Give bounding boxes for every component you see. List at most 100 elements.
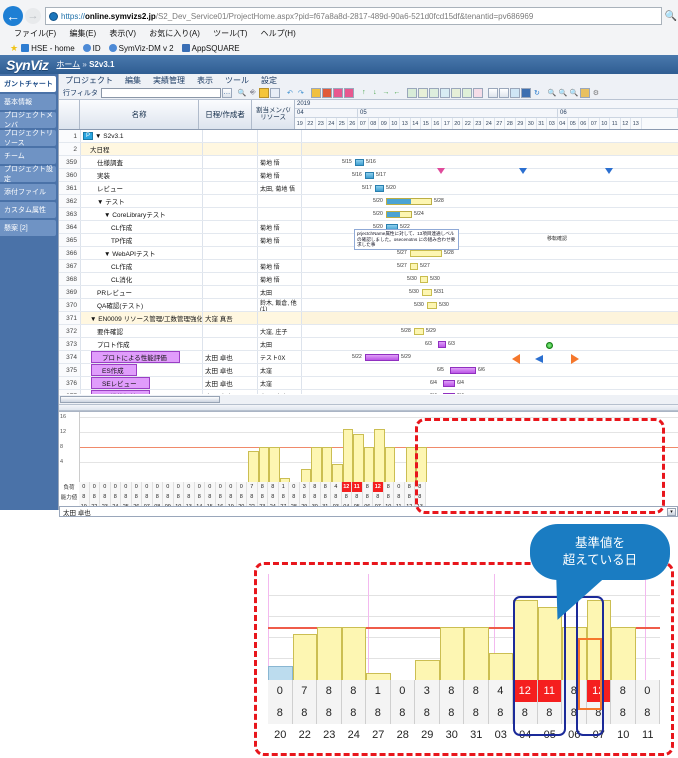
bar[interactable] <box>341 627 366 680</box>
bar[interactable] <box>353 434 364 482</box>
bar[interactable] <box>464 627 489 680</box>
table-row[interactable]: 376 SEレビュー 太田 卓也 太窪 6/4 6/4 <box>59 377 678 390</box>
bar[interactable] <box>366 673 391 680</box>
sidebar-item-3[interactable]: プロジェクトリソース <box>0 130 56 147</box>
bar[interactable] <box>374 429 385 482</box>
gantt-cell[interactable]: 5/30 5/31 <box>302 286 678 298</box>
bar[interactable] <box>488 653 513 680</box>
row-name[interactable]: 仕様調査 <box>81 156 203 168</box>
col-header-date[interactable]: 日程/作成者 <box>198 100 253 129</box>
bar[interactable] <box>342 429 353 482</box>
calendar-day-icon[interactable] <box>487 87 498 98</box>
row-name[interactable]: CL作成 <box>81 260 203 272</box>
row-filter-input[interactable] <box>100 87 221 98</box>
table-row[interactable]: 361 レビュー 太田, 菊地 悟 5/17 5/20 <box>59 182 678 195</box>
gantt-cell[interactable]: 5/28 5/29 <box>302 325 678 337</box>
gantt-cell[interactable] <box>302 130 678 142</box>
sidebar-item-6[interactable]: 添付ファイル <box>0 184 56 200</box>
bookmark-hse-home[interactable]: HSE - home <box>21 44 75 53</box>
cursor-icon[interactable]: ⎆ <box>250 88 256 96</box>
gantt-cell[interactable]: 5/22 5/29 <box>302 351 678 363</box>
gantt-cell[interactable]: 5/27 5/27 <box>302 260 678 272</box>
lock-icon[interactable] <box>258 87 269 98</box>
gantt-bar[interactable] <box>355 159 364 166</box>
app-menu-view[interactable]: 表示 <box>197 75 213 85</box>
gantt-cell[interactable]: 5/30 5/30 <box>302 273 678 285</box>
menu-file[interactable]: ファイル(F) <box>14 29 57 38</box>
gantt-cell[interactable]: 6/4 6/4 <box>302 377 678 389</box>
search-icon[interactable]: 🔍 <box>664 10 678 22</box>
gantt-bar[interactable] <box>438 341 446 348</box>
gantt-cell[interactable]: 5/30 5/30 <box>302 299 678 311</box>
gantt-bar[interactable] <box>427 302 437 309</box>
milestone-icon[interactable] <box>428 87 439 98</box>
milestone-marker-icon[interactable] <box>546 342 553 349</box>
grid-settings-icon[interactable] <box>579 87 590 98</box>
row-name[interactable]: ES作成 <box>81 364 203 376</box>
forward-icon[interactable]: → <box>25 8 41 24</box>
bar[interactable] <box>279 478 290 482</box>
gantt-bar[interactable] <box>365 354 399 361</box>
calendar-month-icon[interactable] <box>509 87 520 98</box>
table-row[interactable]: 362 ▼ テスト 5/20 5/28 <box>59 195 678 208</box>
bar[interactable] <box>292 634 317 680</box>
table-row[interactable]: 377 AP機能設計 太田 卓也太田, 大窪 6/4 6/4 <box>59 390 678 394</box>
splitter[interactable] <box>59 404 678 411</box>
table-row[interactable]: 369 PRレビュー 太田 5/30 5/31 <box>59 286 678 299</box>
gantt-cell[interactable] <box>302 312 678 324</box>
row-name[interactable]: ▼ EN0009 リソース管理/工数管理強化(リソースグラフ実績表示) <box>81 312 203 324</box>
gantt-bar[interactable] <box>375 185 384 192</box>
menu-help[interactable]: ヘルプ(H) <box>260 29 296 38</box>
gantt-bar[interactable] <box>414 328 424 335</box>
table-row[interactable]: 2 大日程 <box>59 143 678 156</box>
gantt-cell[interactable]: 5/16 5/17 <box>302 169 678 181</box>
sidebar-item-1[interactable]: 基本情報 <box>0 94 56 110</box>
move-up-icon[interactable]: ↑ <box>362 89 366 96</box>
bar[interactable] <box>439 627 464 680</box>
gantt-cell[interactable]: 6/4 6/4 <box>302 390 678 394</box>
outdent-icon[interactable] <box>343 87 354 98</box>
bar[interactable] <box>248 451 259 482</box>
menu-view[interactable]: 表示(V) <box>109 29 137 38</box>
row-name[interactable]: ▼ CoreLibraryテスト <box>81 208 203 220</box>
gantt-cell[interactable]: 5/17 5/20 <box>302 182 678 194</box>
expand-all-icon[interactable] <box>310 87 321 98</box>
menu-favorites[interactable]: お気に入り(A) <box>149 29 200 38</box>
refresh-icon[interactable]: ↻ <box>533 89 540 97</box>
bookmark-symviz-dm[interactable]: SymViz-DM v 2 <box>108 44 174 53</box>
gear-icon[interactable]: ⚙ <box>592 89 600 97</box>
bar[interactable] <box>586 600 611 680</box>
indent-icon[interactable] <box>332 87 343 98</box>
bar[interactable] <box>321 447 332 482</box>
sidebar-item-5[interactable]: プロジェクト設定 <box>0 166 56 183</box>
bar[interactable] <box>269 447 280 482</box>
add-task-icon[interactable] <box>406 87 417 98</box>
table-row[interactable]: 359 仕様調査 菊地 悟 5/15 5/16 <box>59 156 678 169</box>
sidebar-item-8[interactable]: 懸案 [2] <box>0 220 56 236</box>
sidebar-item-4[interactable]: チーム <box>0 148 56 164</box>
zoom-in-icon[interactable]: 🔍 <box>547 89 557 97</box>
row-name[interactable]: レビュー <box>81 182 203 194</box>
table-row[interactable]: 373 プロト作成 太田 6/3 6/3 <box>59 338 678 351</box>
collapse-all-icon[interactable] <box>321 87 332 98</box>
table-row[interactable]: 360 実装 菊地 悟 5/16 5/17 <box>59 169 678 182</box>
gantt-cell[interactable]: 5/20 5/24 <box>302 208 678 220</box>
row-name[interactable]: SEレビュー <box>81 377 203 389</box>
scrollbar-thumb[interactable] <box>60 396 220 403</box>
chevron-down-icon[interactable]: ▾ <box>667 508 676 516</box>
gantt-bar[interactable] <box>410 250 442 257</box>
gantt-cell[interactable]: 5/20 5/28 <box>302 195 678 207</box>
table-row[interactable]: 372 要件確認 大窪, 庄子 5/28 5/29 <box>59 325 678 338</box>
table-row[interactable]: 371 ▼ EN0009 リソース管理/工数管理強化(リソースグラフ実績表示)大窪… <box>59 312 678 325</box>
row-name[interactable]: ▼ テスト <box>81 195 203 207</box>
table-row[interactable]: 368 CL消化 菊地 悟 5/30 5/30 <box>59 273 678 286</box>
row-name[interactable]: P ▼ S2v3.1 <box>81 130 203 142</box>
row-name[interactable]: 大日程 <box>81 143 203 155</box>
drag-left-arrow-icon[interactable] <box>512 354 520 364</box>
bar[interactable] <box>391 666 416 680</box>
bookmark-id[interactable]: ID <box>82 44 101 53</box>
table-row[interactable]: 370 QA確認(テスト) 鈴木, 飯倉, 他(1) 5/30 5/30 <box>59 299 678 312</box>
unlink-icon[interactable] <box>450 87 461 98</box>
bar[interactable] <box>268 666 293 680</box>
col-header-resource[interactable]: 割当メンバ/ リソース <box>252 100 295 129</box>
